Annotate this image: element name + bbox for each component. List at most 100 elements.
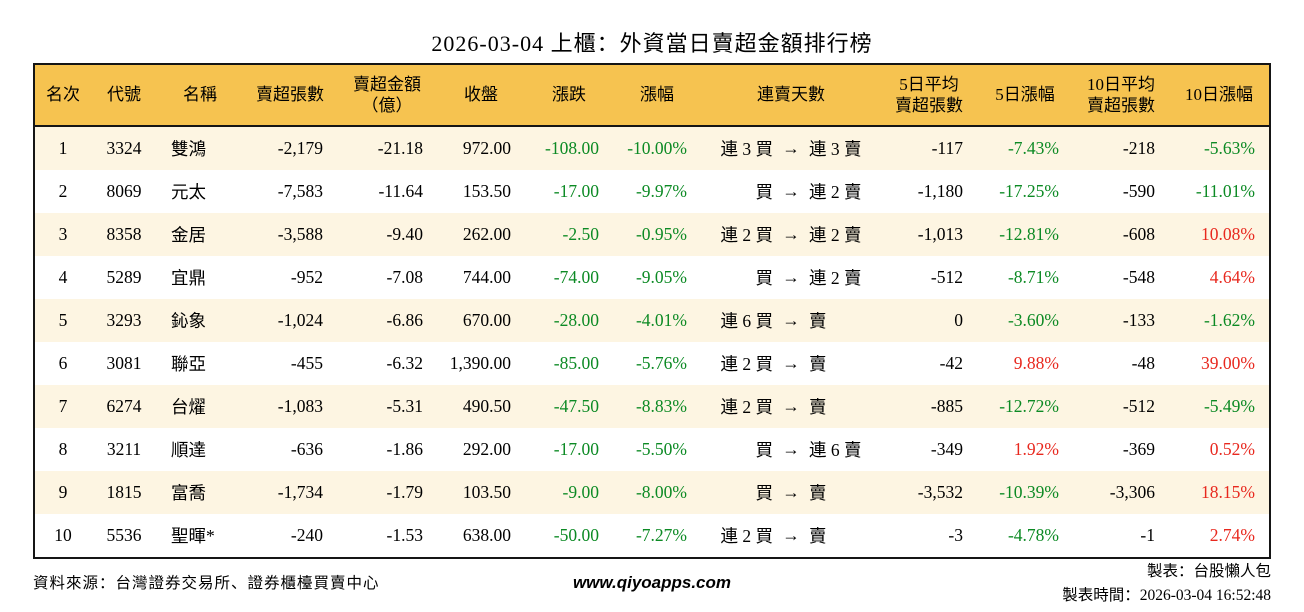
column-header-rank: 名次 [46,85,80,105]
cell-sell_volume: -1,083 [277,396,323,416]
cell-sell_volume: -1,024 [277,310,323,330]
cell-avg10: -218 [1122,138,1155,158]
cell-rank: 4 [58,267,68,287]
cell-pct5: 1.92% [1013,439,1059,459]
website-url: www.qiyoapps.com [572,573,732,592]
cell-sell_amount: -11.64 [378,181,423,201]
cell-rank: 2 [58,181,68,201]
cell-close: 744.00 [462,267,511,287]
streak-to: 賣 [809,526,827,546]
maker-credit: 製表：台股懶人包 [1146,563,1271,580]
page-title: 2026-03-04 上櫃：外資當日賣超金額排行榜 [431,31,873,56]
cell-name: 聯亞 [171,354,206,374]
cell-close: 262.00 [462,224,511,244]
cell-pct10: -5.49% [1203,396,1255,416]
arrow-right-icon: → [782,439,800,459]
streak-to: 賣 [809,397,827,417]
column-header-change: 漲跌 [552,85,586,105]
column-header-sell_volume: 賣超張數 [256,85,324,105]
cell-change_pct: -5.50% [635,439,687,459]
arrow-right-icon: → [782,396,800,416]
cell-avg5: -42 [939,353,963,373]
cell-rank: 3 [58,224,68,244]
arrow-right-icon: → [782,138,800,158]
cell-code: 6274 [106,396,142,416]
cell-sell_amount: -9.40 [386,224,423,244]
arrow-right-icon: → [782,525,800,545]
table-row: 7 6274 台燿 -1,083 -5.31 490.50 -47.50 -8.83% 連 2 … [35,385,1269,428]
cell-avg10: -608 [1122,224,1155,244]
streak-from: 連 3 買 [720,139,774,159]
column-header-name: 名稱 [183,85,217,105]
table-body: 1 3324 雙鴻 -2,179 -21.18 972.00 -108.00 -10.00% 連… [35,127,1269,557]
table-row: 6 3081 聯亞 -455 -6.32 1,390.00 -85.00 -5.76% 連 2 … [35,342,1269,385]
cell-pct10: 0.52% [1209,439,1255,459]
cell-sell_amount: -1.53 [386,525,423,545]
cell-code: 3324 [106,138,142,158]
cell-pct5: -4.78% [1007,525,1059,545]
cell-rank: 1 [58,138,68,158]
cell-streak: 買 → 連 6 賣 [701,437,881,462]
cell-pct10: 10.08% [1201,224,1255,244]
cell-avg10: -48 [1131,353,1155,373]
cell-code: 8069 [106,181,142,201]
cell-change: -47.50 [553,396,599,416]
streak-to: 賣 [809,354,827,374]
cell-change: -50.00 [553,525,599,545]
cell-avg10: -590 [1122,181,1155,201]
cell-pct5: 9.88% [1013,353,1059,373]
cell-change_pct: -8.83% [635,396,687,416]
cell-avg5: -117 [931,138,963,158]
cell-name: 金居 [171,225,206,245]
cell-sell_volume: -455 [290,353,323,373]
streak-from: 買 [755,182,774,202]
column-header-avg10: 10日平均 賣超張數 [1087,74,1155,115]
cell-change: -2.50 [562,224,599,244]
cell-streak: 連 2 買 → 賣 [701,351,881,376]
cell-pct5: -12.72% [999,396,1059,416]
cell-name: 富喬 [171,483,206,503]
arrow-right-icon: → [782,310,800,330]
cell-sell_volume: -2,179 [277,138,323,158]
streak-from: 連 2 買 [720,225,774,245]
table-row: 4 5289 宜鼎 -952 -7.08 744.00 -74.00 -9.05% 買 → 連 2 … [35,256,1269,299]
cell-name: 元太 [171,182,206,202]
cell-change_pct: -10.00% [627,138,687,158]
cell-avg5: -3,532 [917,482,963,502]
cell-pct5: -3.60% [1007,310,1059,330]
cell-rank: 6 [58,353,68,373]
table-row: 10 5536 聖暉* -240 -1.53 638.00 -50.00 -7.27% 連 2 … [35,514,1269,557]
cell-rank: 7 [58,396,68,416]
cell-sell_amount: -1.86 [386,439,423,459]
cell-avg10: -1 [1140,525,1155,545]
cell-streak: 連 3 買 → 連 3 賣 [701,136,881,161]
cell-name: 雙鴻 [171,139,206,159]
cell-streak: 買 → 連 2 賣 [701,179,881,204]
table-row: 8 3211 順達 -636 -1.86 292.00 -17.00 -5.50% 買 → 連 6 … [35,428,1269,471]
streak-to: 連 2 賣 [809,268,862,288]
cell-name: 宜鼎 [171,268,206,288]
cell-change_pct: -9.97% [635,181,687,201]
table-row: 5 3293 鈊象 -1,024 -6.86 670.00 -28.00 -4.01% 連 6 … [35,299,1269,342]
cell-avg10: -3,306 [1109,482,1155,502]
cell-streak: 買 → 賣 [701,480,881,505]
streak-from: 買 [755,483,774,503]
cell-change_pct: -5.76% [635,353,687,373]
cell-sell_amount: -7.08 [386,267,423,287]
arrow-right-icon: → [782,224,800,244]
column-header-avg5: 5日平均 賣超張數 [895,74,963,115]
cell-code: 3293 [106,310,142,330]
cell-change_pct: -9.05% [635,267,687,287]
cell-pct10: -1.62% [1203,310,1255,330]
cell-name: 聖暉* [171,526,215,546]
column-header-pct5: 5日漲幅 [995,85,1055,105]
cell-sell_volume: -7,583 [277,181,323,201]
column-header-streak: 連賣天數 [757,85,825,105]
cell-pct10: -5.63% [1203,138,1255,158]
cell-change: -28.00 [553,310,599,330]
streak-to: 連 6 賣 [809,440,862,460]
cell-pct10: 4.64% [1209,267,1255,287]
cell-code: 5536 [106,525,142,545]
arrow-right-icon: → [782,482,800,502]
column-header-change_pct: 漲幅 [640,85,674,105]
